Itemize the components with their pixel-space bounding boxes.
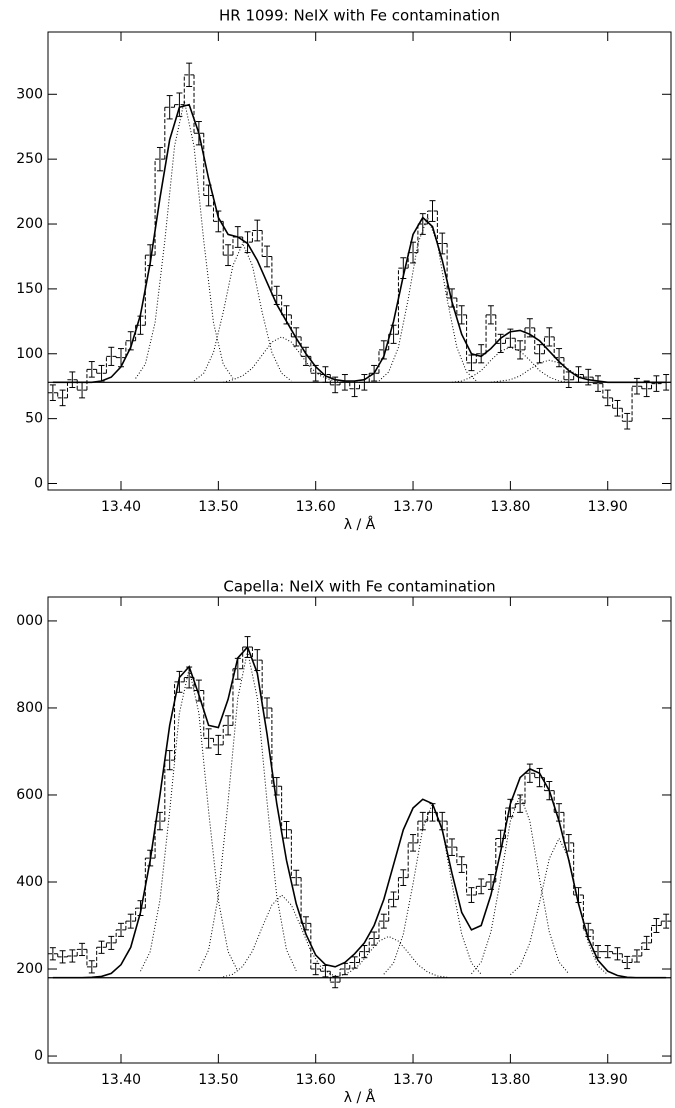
component-curve bbox=[193, 242, 292, 382]
x-tick-label: 13.90 bbox=[588, 1072, 628, 1088]
x-tick-label: 13.60 bbox=[296, 1072, 336, 1088]
component-curve bbox=[378, 216, 477, 382]
component-curve bbox=[330, 935, 448, 978]
component-curve bbox=[471, 793, 570, 975]
model-curve bbox=[52, 645, 667, 979]
x-tick-label: 13.70 bbox=[393, 1072, 433, 1088]
chart-title: Capella: NeIX with Fe contamination bbox=[223, 578, 495, 596]
component-curve bbox=[510, 837, 609, 976]
y-tick-label: 100 bbox=[16, 346, 43, 362]
component-curve bbox=[223, 336, 341, 383]
x-tick-label: 13.40 bbox=[101, 1072, 141, 1088]
x-axis-label: λ / Å bbox=[344, 516, 376, 533]
y-tick-label: 400 bbox=[16, 874, 43, 890]
y-tick-label: 800 bbox=[16, 700, 43, 716]
x-tick-label: 13.80 bbox=[490, 499, 530, 515]
y-tick-label: 300 bbox=[16, 86, 43, 102]
x-tick-label: 13.90 bbox=[588, 499, 628, 515]
y-tick-label: 50 bbox=[25, 411, 43, 427]
x-axis-label: λ / Å bbox=[344, 1089, 376, 1106]
y-tick-label: 250 bbox=[16, 151, 43, 167]
y-tick-label: 200 bbox=[16, 216, 43, 232]
x-tick-label: 13.50 bbox=[198, 1072, 238, 1088]
component-curve bbox=[490, 359, 608, 383]
plot-frame bbox=[47, 31, 672, 491]
y-tick-label: 0 bbox=[34, 1048, 43, 1064]
x-tick-label: 13.80 bbox=[490, 1072, 530, 1088]
y-tick-label: 150 bbox=[16, 281, 43, 297]
plot-frame bbox=[47, 596, 672, 1064]
component-curve bbox=[140, 668, 239, 972]
component-curve bbox=[198, 651, 297, 971]
x-tick-label: 13.50 bbox=[198, 499, 238, 515]
y-tick-label: 200 bbox=[16, 961, 43, 977]
x-tick-label: 13.40 bbox=[101, 499, 141, 515]
chart-title: HR 1099: NeIX with Fe contamination bbox=[219, 7, 500, 25]
y-tick-label: 600 bbox=[16, 787, 43, 803]
x-tick-label: 13.70 bbox=[393, 499, 433, 515]
x-tick-label: 13.60 bbox=[296, 499, 336, 515]
y-tick-label: 000 bbox=[16, 613, 43, 629]
y-tick-label: 0 bbox=[34, 476, 43, 492]
component-curve bbox=[223, 894, 341, 978]
model-curve bbox=[52, 103, 667, 384]
component-curve bbox=[135, 100, 234, 379]
